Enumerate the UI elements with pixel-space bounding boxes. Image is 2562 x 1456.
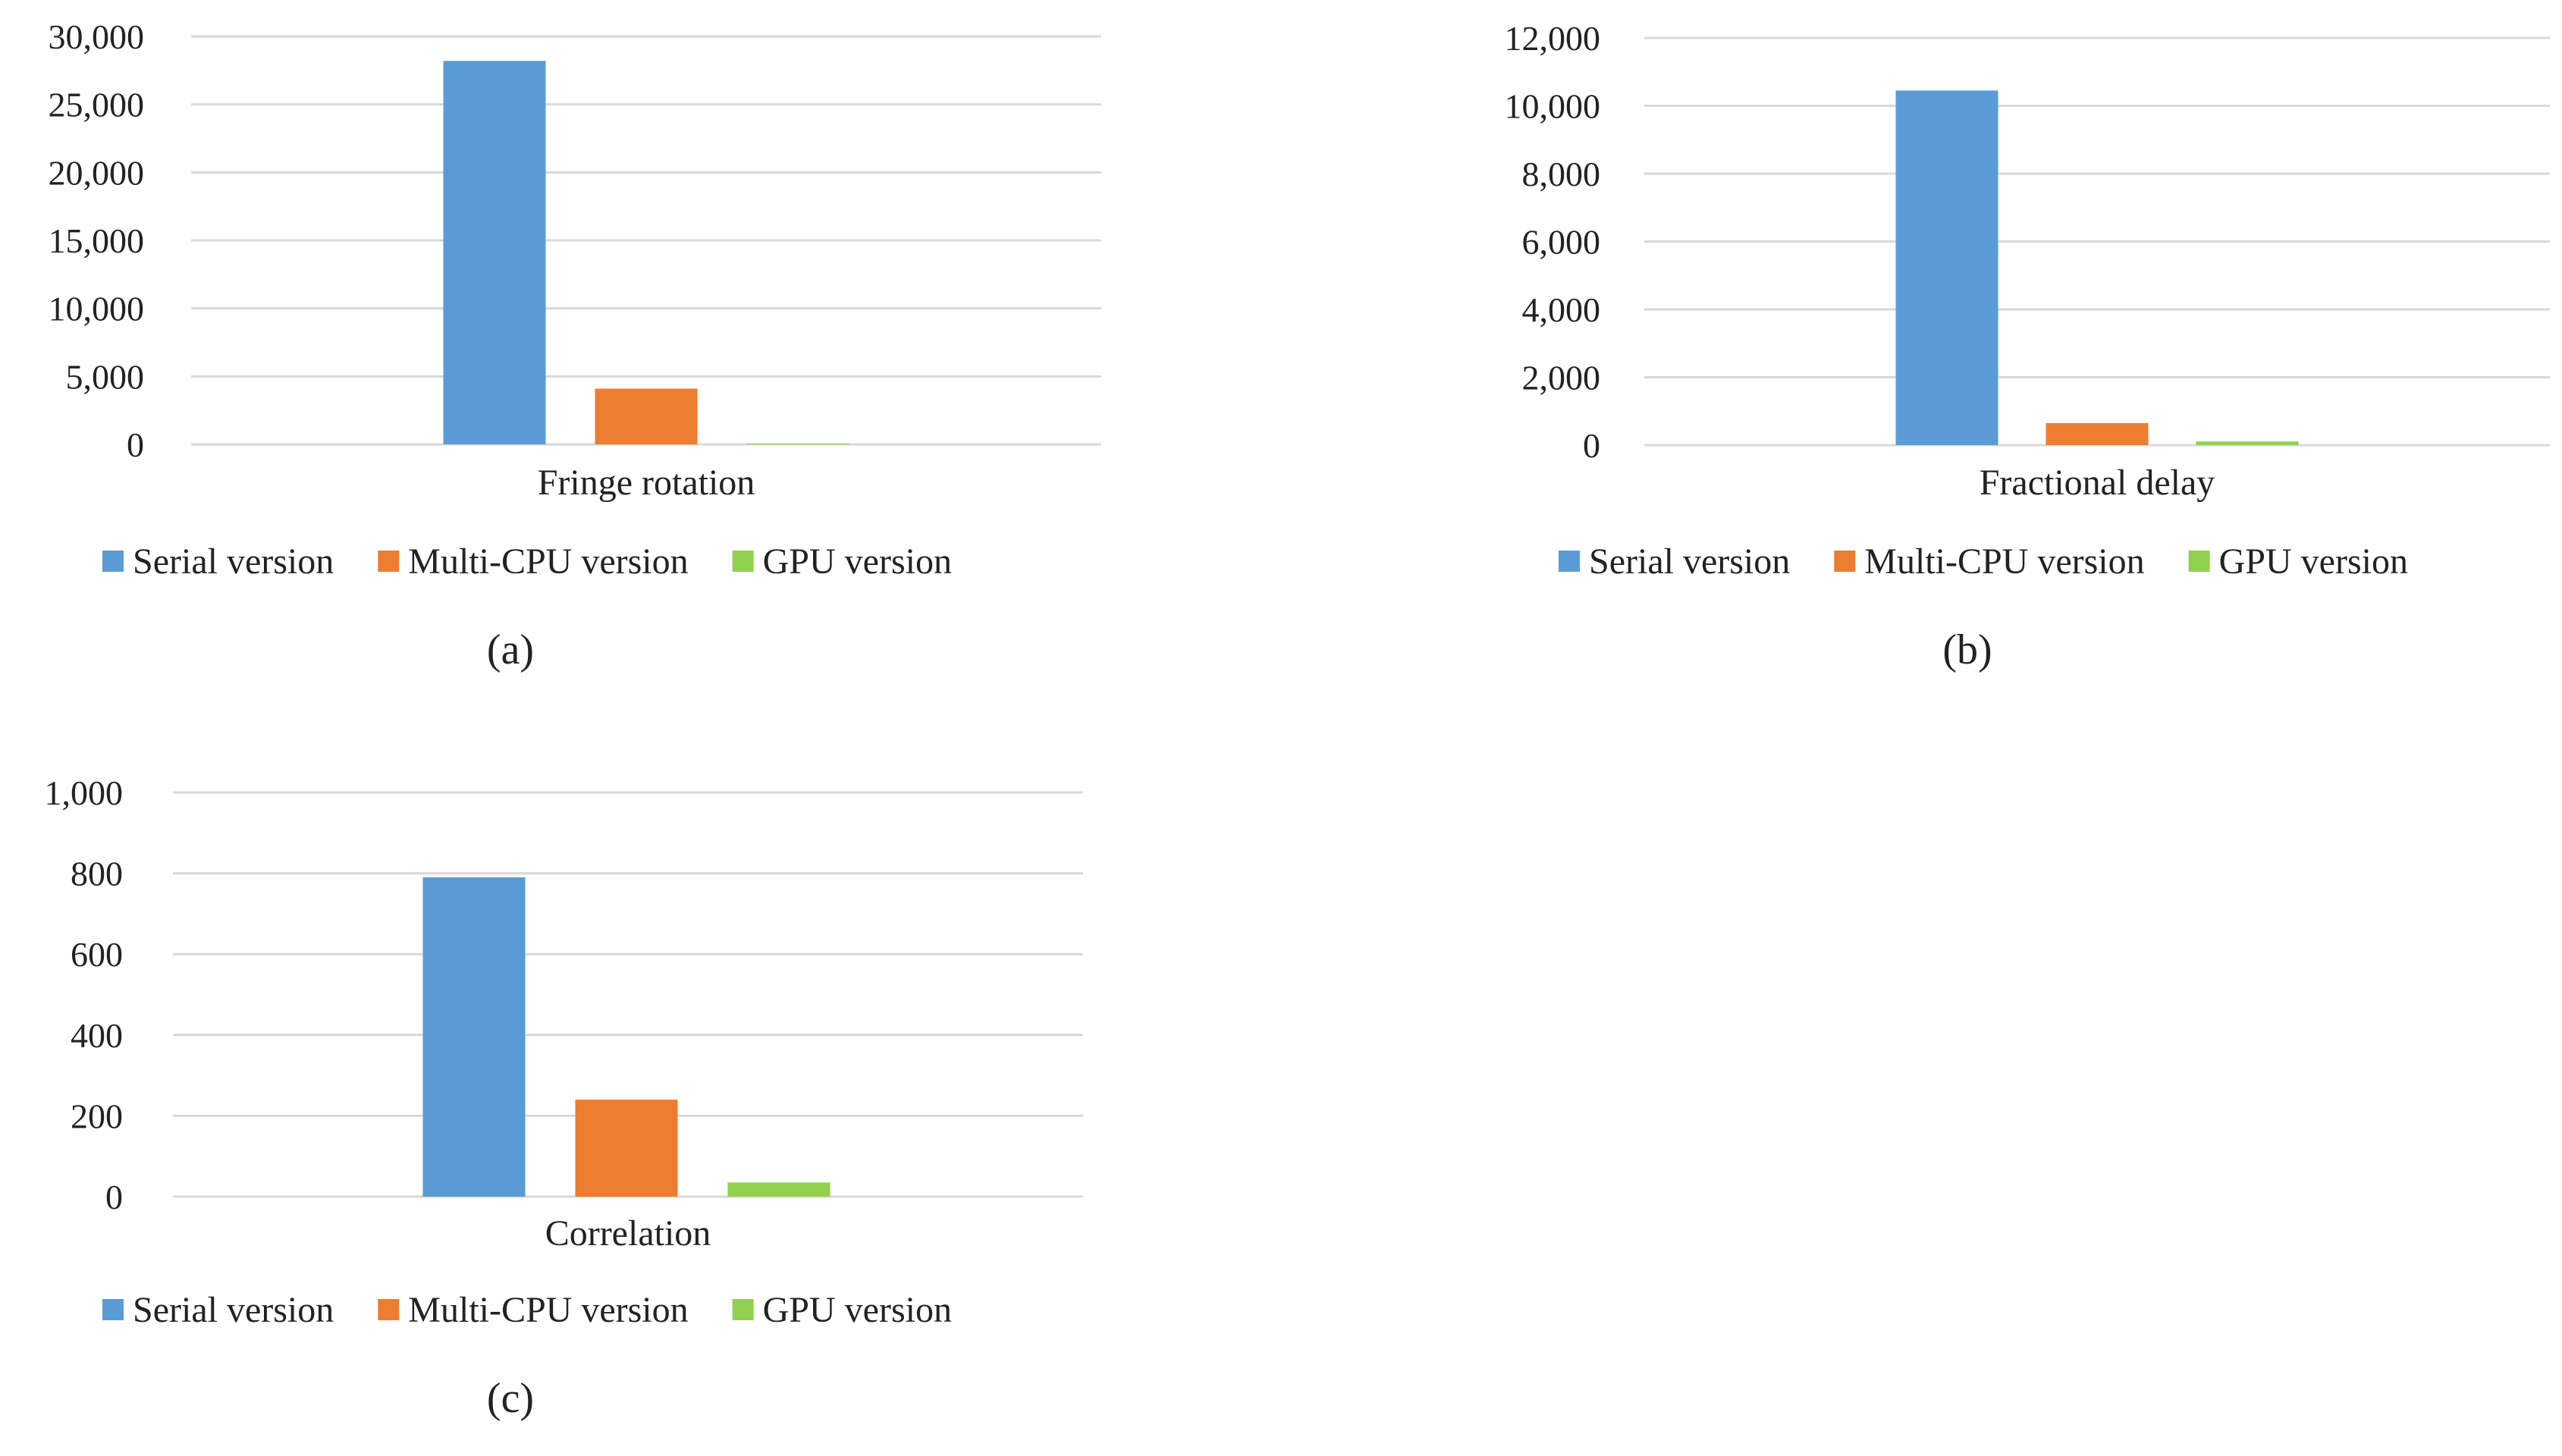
legend-label: GPU version	[763, 1290, 952, 1330]
bar-serial-version	[443, 61, 546, 444]
y-tick-label: 5,000	[66, 357, 145, 396]
legend-swatch	[732, 551, 754, 572]
legend-label: GPU version	[2219, 541, 2408, 582]
y-tick-label: 20,000	[49, 153, 145, 192]
bar-serial-version	[1895, 90, 1998, 446]
chart-panel-3: 0 200 400 600 800 1,000 Correlation Serial vers…	[45, 774, 1083, 1422]
chart-panel-1: 0 5,000 10,000 15,000 20,000 25,000 30,000 Frin…	[49, 17, 1101, 673]
legend-label: Multi-CPU version	[1864, 541, 2144, 582]
category-label: Fractional delay	[1980, 463, 2215, 503]
category-label: Fringe rotation	[538, 463, 755, 503]
legend: Serial version Multi-CPU version GPU versi…	[1559, 541, 2408, 582]
y-tick-label: 10,000	[49, 290, 145, 328]
legend-swatch	[378, 551, 400, 572]
legend-label: Multi-CPU version	[408, 1290, 688, 1330]
bar-multi-cpu-version	[2046, 422, 2149, 445]
legend-swatch	[732, 1299, 754, 1320]
y-tick-label: 0	[127, 425, 144, 464]
bar-multi-cpu-version	[575, 1100, 678, 1197]
y-tick-label: 30,000	[49, 17, 145, 56]
y-tick-label: 0	[1583, 426, 1600, 465]
legend-label: GPU version	[763, 541, 952, 582]
legend-swatch	[2188, 551, 2210, 572]
y-tick-label: 800	[71, 855, 123, 893]
y-tick-label: 8,000	[1522, 155, 1601, 193]
legend-label: Serial version	[133, 1290, 334, 1330]
legend-swatch	[1559, 551, 1580, 572]
legend-swatch	[378, 1299, 400, 1320]
legend-swatch	[102, 1299, 124, 1320]
y-tick-label: 1,000	[45, 774, 124, 812]
y-tick-label: 200	[71, 1097, 123, 1135]
y-tick-label: 2,000	[1522, 359, 1601, 397]
y-tick-label: 15,000	[49, 221, 145, 260]
category-label: Correlation	[545, 1213, 711, 1254]
legend: Serial version Multi-CPU version GPU versi…	[102, 1290, 952, 1330]
legend-swatch	[102, 551, 124, 572]
chart-panel-2: 0 2,000 4,000 6,000 8,000 10,000 12,000 Fractio…	[1505, 19, 2550, 673]
y-tick-label: 600	[71, 935, 123, 974]
y-tick-label: 25,000	[49, 86, 145, 124]
y-tick-label: 10,000	[1505, 87, 1601, 126]
y-tick-label: 4,000	[1522, 290, 1601, 329]
legend: Serial version Multi-CPU version GPU versi…	[102, 541, 952, 582]
panel-caption: (c)	[487, 1375, 534, 1422]
y-tick-label: 6,000	[1522, 223, 1601, 262]
y-tick-label: 0	[105, 1178, 123, 1216]
legend-label: Multi-CPU version	[408, 541, 688, 582]
legend-label: Serial version	[133, 541, 334, 582]
bar-gpu-version	[727, 1182, 830, 1197]
bar-multi-cpu-version	[595, 388, 698, 444]
legend-swatch	[1834, 551, 1856, 572]
y-tick-label: 400	[71, 1016, 123, 1055]
legend-label: Serial version	[1589, 541, 1790, 582]
bar-serial-version	[422, 877, 526, 1197]
panel-caption: (a)	[487, 626, 534, 673]
y-tick-label: 12,000	[1505, 19, 1601, 58]
bar-gpu-version	[2196, 441, 2299, 445]
panel-caption: (b)	[1942, 626, 1992, 673]
